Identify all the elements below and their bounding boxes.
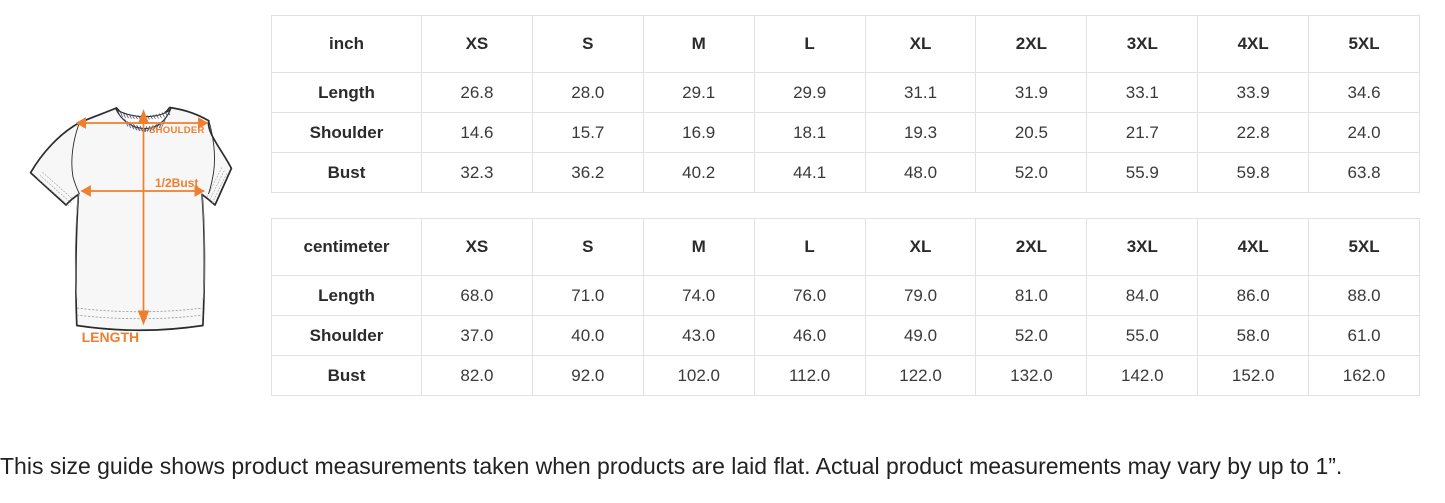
svg-text:1/2Bust: 1/2Bust xyxy=(155,176,198,190)
svg-text:LENGTH: LENGTH xyxy=(82,329,140,345)
svg-text:SHOULDER: SHOULDER xyxy=(149,125,205,136)
